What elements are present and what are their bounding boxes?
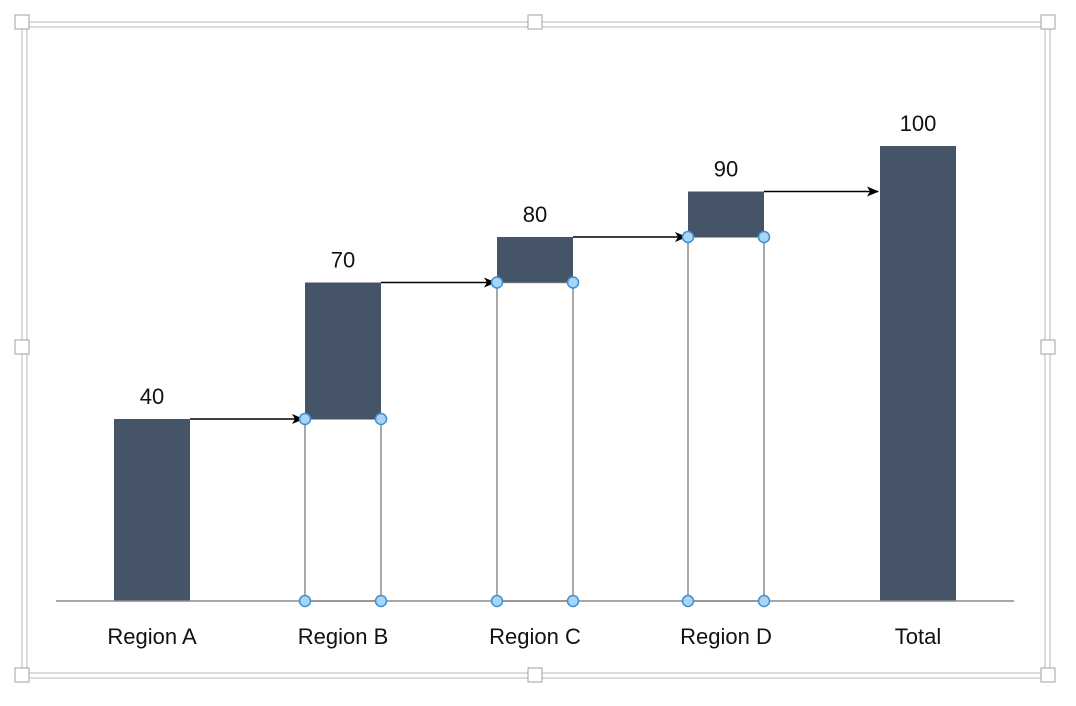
selection-handle-region-b-2[interactable] <box>298 594 312 608</box>
category-label-region-b: Region B <box>298 624 389 649</box>
resize-handle-left[interactable] <box>14 339 30 355</box>
base-outline-region-b <box>304 418 382 602</box>
selection-handle-region-c-3[interactable] <box>566 594 580 608</box>
selection-handle-region-d-3[interactable] <box>757 594 771 608</box>
resize-handle-top[interactable] <box>527 14 543 30</box>
bar-region-c[interactable] <box>497 237 573 283</box>
data-label-total: 100 <box>900 111 937 136</box>
bar-region-a[interactable] <box>114 419 190 601</box>
category-label-region-a: Region A <box>107 624 197 649</box>
bar-region-d[interactable] <box>688 191 764 238</box>
selection-handle-region-b-3[interactable] <box>374 594 388 608</box>
resize-handle-top-left[interactable] <box>14 14 30 30</box>
resize-handle-bottom[interactable] <box>527 667 543 683</box>
category-label-total: Total <box>895 624 941 649</box>
selection-handle-region-c-0[interactable] <box>490 276 504 289</box>
selection-handles <box>298 230 771 608</box>
resize-handle-right[interactable] <box>1040 339 1056 355</box>
data-label-region-c: 80 <box>523 202 547 227</box>
data-label-region-d: 90 <box>714 157 738 182</box>
selection-handle-region-c-2[interactable] <box>490 594 504 608</box>
data-label-region-b: 70 <box>331 248 355 273</box>
category-label-region-d: Region D <box>680 624 772 649</box>
selection-handle-region-d-1[interactable] <box>757 230 771 244</box>
resize-handle-bottom-left[interactable] <box>14 667 30 683</box>
selection-handle-region-b-1[interactable] <box>374 412 388 426</box>
filled-bars <box>114 146 956 601</box>
bar-total[interactable] <box>880 146 956 601</box>
resize-handle-top-right[interactable] <box>1040 14 1056 30</box>
base-outline-region-d <box>687 236 765 602</box>
selection-handle-region-d-2[interactable] <box>681 594 695 608</box>
base-outline-region-c <box>496 281 574 602</box>
selection-handle-region-b-0[interactable] <box>298 412 312 426</box>
bar-region-b[interactable] <box>305 282 381 420</box>
labels: Region A 40 Region B 70 Region C 80 Region D 90… <box>107 111 941 649</box>
resize-handle-bottom-right[interactable] <box>1040 667 1056 683</box>
connector-arrows <box>190 186 879 424</box>
chart-selection-frame[interactable] <box>14 14 1056 683</box>
selection-handle-region-d-0[interactable] <box>681 230 695 244</box>
category-label-region-c: Region C <box>489 624 581 649</box>
data-label-region-a: 40 <box>140 384 164 409</box>
selection-handle-region-c-1[interactable] <box>566 276 580 289</box>
